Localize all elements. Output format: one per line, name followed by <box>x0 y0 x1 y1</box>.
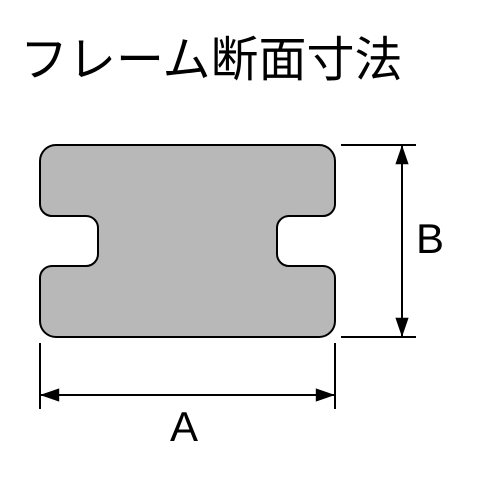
dimension-a-label: A <box>170 403 198 451</box>
dimension-b-label: B <box>416 215 444 263</box>
dimension-a <box>40 343 335 409</box>
dim-b-arrow-top <box>395 145 408 164</box>
diagram-title: フレーム断面寸法 <box>20 20 403 90</box>
dimension-b <box>341 145 416 337</box>
dim-b-arrow-bottom <box>395 318 408 337</box>
dim-a-arrow-right <box>316 388 335 401</box>
dim-a-arrow-left <box>40 388 59 401</box>
ibeam-cross-section <box>40 145 335 337</box>
